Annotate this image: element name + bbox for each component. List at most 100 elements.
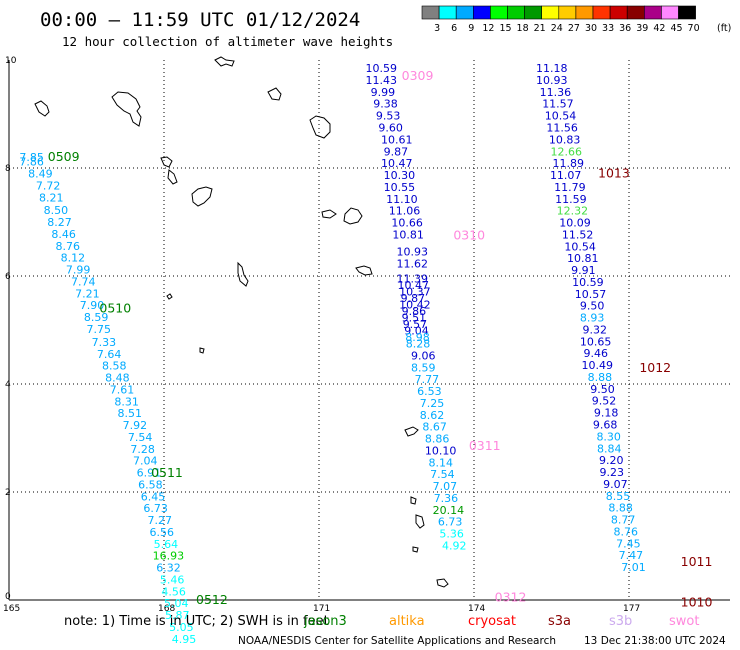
wave-height-value: 10.42 (399, 299, 431, 312)
wave-height-value: 9.07 (603, 478, 628, 491)
legend-label: 27 (568, 23, 580, 34)
wave-height-value: 11.57 (542, 98, 574, 111)
legend-swatch (575, 5, 594, 20)
wave-height-value: 8.55 (606, 490, 631, 503)
legend-swatch (661, 5, 679, 20)
wave-height-value: 10.93 (536, 74, 568, 87)
wave-height-value: 10.81 (392, 228, 424, 241)
wave-height-value: 7.54 (128, 431, 153, 444)
wave-height-value: 10.09 (559, 217, 591, 230)
island-coast (415, 514, 425, 529)
wave-height-value: 8.98 (405, 331, 430, 344)
legend-label: 42 (653, 23, 665, 34)
y-tick-label: 8 (5, 164, 11, 174)
wave-height-value: 7.47 (619, 549, 644, 562)
wave-height-value: 12.66 (550, 145, 582, 158)
wave-height-value: 5.87 (165, 609, 190, 622)
legend-swatch (438, 5, 457, 20)
pass-time-label: 0309 (402, 68, 434, 83)
legend-label: 3 (434, 23, 440, 34)
wave-height-value: 6.45 (141, 490, 166, 503)
wave-height-value: 9.86 (402, 305, 427, 318)
pass-time-label: 1011 (681, 554, 713, 569)
wave-height-value: 9.52 (592, 395, 617, 408)
wave-height-value: 10.81 (567, 252, 599, 265)
wave-height-value: 10.47 (398, 279, 430, 292)
wave-height-value: 10.54 (564, 240, 596, 253)
wave-height-value: 9.04 (404, 325, 429, 338)
legend-swatch (541, 5, 560, 20)
footer-credit: NOAA/NESDIS Center for Satellite Applica… (238, 635, 556, 647)
wave-height-value: 7.28 (130, 443, 155, 456)
color-legend: 3 6 9 12 15 18 21 24 27 30 33 36 39 42 45 70 (421, 5, 700, 34)
wave-height-value: 10.30 (384, 169, 416, 182)
satellite-label: cryosat (468, 614, 516, 629)
wave-height-value: 5.64 (154, 538, 179, 551)
observation-values: 7.857.868.497.728.218.508.278.468.768.12… (19, 62, 645, 646)
wave-height-value: 10.54 (545, 110, 577, 123)
wave-height-value: 11.39 (397, 273, 429, 286)
wave-height-value: 11.36 (540, 86, 572, 99)
island-coast (237, 261, 249, 287)
legend-swatch (507, 5, 525, 20)
wave-height-value: 8.93 (580, 312, 605, 325)
wave-height-value: 9.57 (403, 318, 428, 331)
legend-label: 30 (585, 23, 597, 34)
wave-height-value: 8.86 (425, 433, 450, 446)
wave-height-value: 8.76 (56, 240, 81, 253)
wave-height-value: 9.18 (594, 407, 619, 420)
wave-height-value: 7.45 (616, 537, 641, 550)
wave-height-value: 7.74 (71, 275, 96, 288)
wave-height-value: 9.68 (593, 419, 618, 432)
wave-height-value: 8.88 (608, 502, 633, 515)
island-coast (111, 91, 142, 127)
wave-height-value: 9.99 (371, 86, 396, 99)
wave-height-value: 7.04 (133, 455, 158, 468)
pass-time-label: 1010 (681, 595, 713, 610)
footer-generated: 13 Dec 21:38:00 UTC 2024 (584, 635, 726, 647)
wave-height-value: 8.31 (114, 395, 138, 408)
legend-swatch (643, 5, 662, 20)
satellite-label: jason3 (303, 614, 347, 629)
wave-height-value: 8.88 (588, 371, 613, 384)
wave-height-value: 8.62 (420, 409, 445, 422)
wave-height-value: 8.76 (614, 525, 639, 538)
island-coast (167, 169, 178, 185)
wave-height-value: 7.61 (110, 383, 135, 396)
wave-height-value: 10.93 (397, 246, 429, 259)
wave-height-value: 5.04 (164, 597, 189, 610)
legend-label: 24 (551, 23, 563, 34)
wave-height-value: 11.59 (555, 193, 587, 206)
y-tick-label: 0 (5, 592, 11, 602)
island-coast (34, 100, 50, 117)
wave-height-value: 7.21 (75, 287, 100, 300)
island-coast (321, 209, 337, 219)
island-coast (404, 426, 419, 437)
wave-height-value: 8.21 (39, 192, 64, 205)
wave-height-value: 8.46 (51, 228, 76, 241)
wave-height-value: 10.55 (384, 181, 416, 194)
map-title: 00:00 – 11:59 UTC 01/12/2024 (40, 9, 360, 31)
satellite-label: s3b (609, 614, 632, 629)
x-tick-label: 165 (3, 604, 20, 614)
wave-height-value: 9.60 (378, 122, 403, 135)
wave-height-value: 7.99 (66, 264, 91, 277)
pass-time-label: 1012 (639, 360, 671, 375)
legend-label: 9 (468, 23, 474, 34)
wave-height-value: 8.30 (596, 430, 621, 443)
satellite-label: s3a (548, 614, 571, 629)
wave-height-value: 20.14 (433, 504, 465, 517)
wave-height-value: 7.92 (123, 419, 147, 432)
legend-label: 36 (619, 23, 631, 34)
pass-time-label: 0311 (469, 438, 501, 453)
wave-height-value: 8.67 (422, 421, 447, 434)
wave-height-value: 9.46 (584, 347, 609, 360)
wave-height-value: 8.27 (47, 216, 72, 229)
wave-height-value: 7.77 (415, 373, 440, 386)
x-tick-label: 168 (158, 604, 175, 614)
wave-height-value: 8.59 (84, 311, 109, 324)
wave-height-value: 6.53 (417, 385, 442, 398)
pass-time-label: 0509 (48, 149, 80, 164)
island-coast (166, 293, 173, 300)
